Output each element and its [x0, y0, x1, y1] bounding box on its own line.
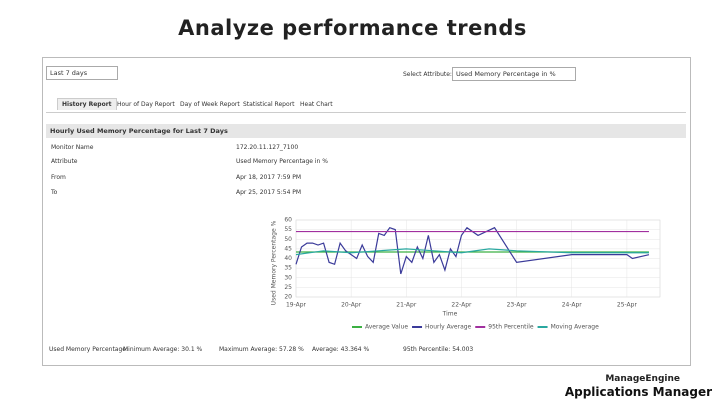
- x-axis-label: Time: [442, 311, 458, 318]
- x-tick-label: 19-Apr: [286, 302, 307, 309]
- y-tick-label: 50: [284, 236, 292, 243]
- legend-label: Hourly Average: [425, 324, 472, 331]
- y-axis-label: Used Memory Percentage %: [271, 220, 278, 305]
- detail-value: Apr 18, 2017 7:59 PM: [236, 174, 302, 181]
- y-tick-label: 40: [284, 255, 292, 262]
- tab[interactable]: History Report: [57, 98, 117, 110]
- detail-value: Used Memory Percentage in %: [236, 158, 328, 165]
- y-tick-label: 30: [284, 274, 292, 281]
- y-tick-label: 20: [284, 294, 292, 301]
- tab[interactable]: Day of Week Report: [180, 101, 240, 108]
- page-title: Analyze performance trends: [178, 16, 527, 40]
- series-line: [295, 248, 649, 256]
- x-tick-label: 22-Apr: [451, 302, 472, 309]
- legend-label: Moving Average: [551, 324, 600, 331]
- x-tick-label: 23-Apr: [507, 302, 528, 309]
- y-tick-label: 55: [284, 226, 292, 233]
- detail-key: Attribute: [51, 158, 78, 165]
- summary-item: Minimum Average: 30.1 %: [123, 346, 203, 353]
- detail-key: To: [51, 189, 58, 196]
- tab[interactable]: Hour of Day Report: [117, 101, 175, 108]
- tab[interactable]: Heat Chart: [300, 101, 333, 108]
- x-tick-label: 24-Apr: [562, 302, 583, 309]
- summary-item: Maximum Average: 57.28 %: [219, 346, 304, 353]
- section-title: Hourly Used Memory Percentage for Last 7…: [46, 124, 686, 138]
- x-tick-label: 21-Apr: [396, 302, 417, 309]
- logo-brand: ManageEngine: [605, 374, 680, 384]
- summary-item: Average: 43.364 %: [312, 346, 370, 353]
- detail-key: Monitor Name: [51, 144, 94, 151]
- y-tick-label: 35: [284, 265, 292, 272]
- legend-label: 95th Percentile: [488, 324, 534, 331]
- attribute-label: Select Attribute:: [403, 71, 452, 78]
- tab[interactable]: Statistical Report: [243, 101, 295, 108]
- period-select[interactable]: Last 7 days: [46, 66, 118, 80]
- legend-label: Average Value: [365, 324, 408, 331]
- y-tick-label: 45: [284, 245, 292, 252]
- x-tick-label: 25-Apr: [617, 302, 638, 309]
- summary-item: Used Memory Percentage:: [49, 346, 129, 353]
- tab-rule: [46, 112, 686, 113]
- report-frame: [42, 57, 691, 366]
- detail-key: From: [51, 174, 66, 181]
- y-tick-label: 25: [284, 284, 292, 291]
- y-tick-label: 60: [284, 217, 292, 224]
- x-tick-label: 20-Apr: [341, 302, 362, 309]
- detail-value: Apr 25, 2017 5:54 PM: [236, 189, 302, 196]
- summary-item: 95th Percentile: 54.003: [403, 346, 474, 353]
- attribute-select[interactable]: Used Memory Percentage in %: [452, 67, 576, 81]
- detail-value: 172.20.11.127_7100: [236, 144, 299, 151]
- logo-product: Applications Manager: [564, 385, 712, 399]
